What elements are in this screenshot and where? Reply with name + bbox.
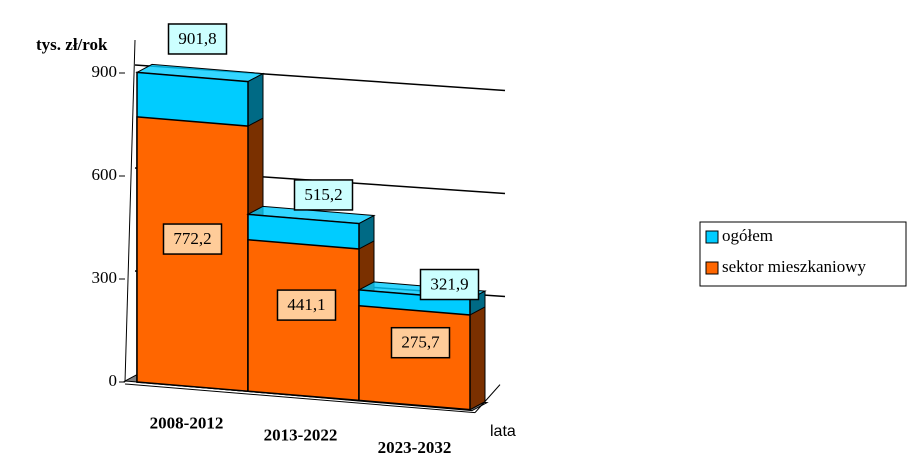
x-axis-end [474, 384, 501, 413]
value-label: 321,9 [430, 274, 468, 293]
value-label-box [293, 179, 354, 211]
value-label: 772,2 [173, 229, 211, 248]
y-tick-label: 0 [109, 371, 118, 390]
y-tick-label: 300 [92, 268, 118, 287]
x-tick-label: 2008-2012 [150, 414, 224, 433]
value-label: 515,2 [304, 185, 342, 204]
value-label-box [390, 326, 451, 359]
value-label-box [167, 23, 228, 55]
value-label: 901,8 [178, 29, 216, 48]
value-label-box [276, 289, 337, 321]
bar-side [469, 306, 486, 411]
x-axis [124, 383, 476, 414]
y-tick-label: 900 [92, 62, 118, 81]
x-tick-label: 2023-2032 [378, 438, 452, 457]
x-tick-label: 2013-2022 [264, 426, 338, 445]
legend-swatch [705, 230, 719, 244]
value-label: 275,7 [401, 333, 440, 352]
value-label: 441,1 [287, 295, 325, 314]
value-label-box [162, 223, 223, 255]
y-tick-label: 600 [92, 165, 118, 184]
legend-label: ogółem [722, 226, 773, 245]
legend-box [699, 221, 907, 287]
legend-label: sektor mieszkaniowy [722, 257, 866, 276]
y-axis-title: tys. zł/rok [36, 35, 108, 54]
legend-swatch [705, 261, 719, 275]
x-axis-title: lata [490, 423, 516, 440]
value-label-box [419, 268, 480, 301]
y-axis [124, 39, 136, 383]
